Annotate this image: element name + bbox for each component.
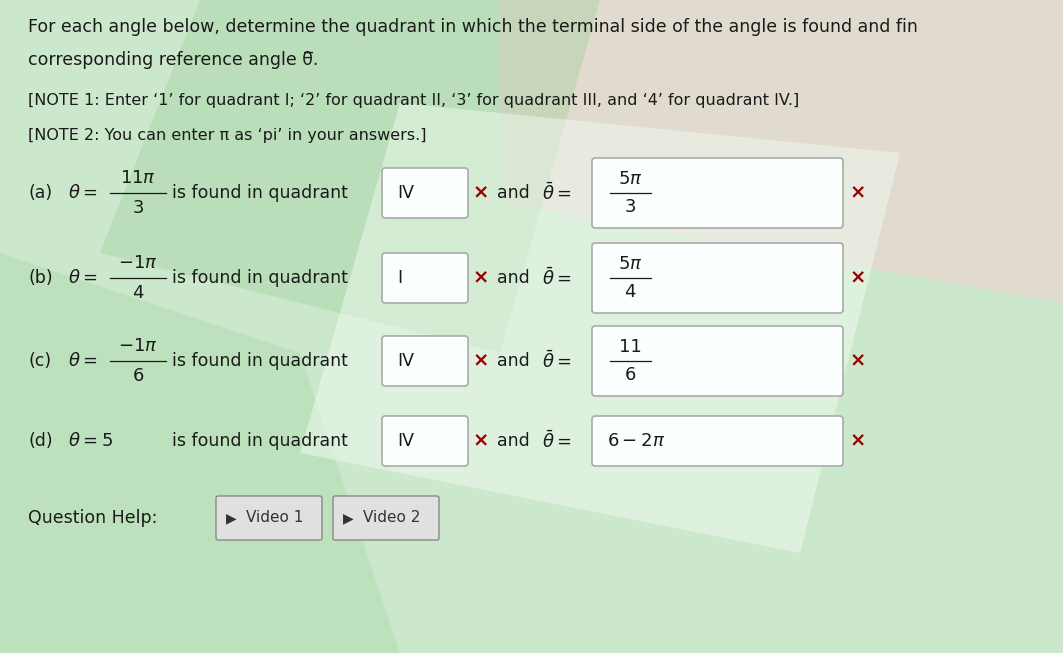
Text: IV: IV	[396, 352, 414, 370]
FancyBboxPatch shape	[592, 326, 843, 396]
Text: is found in quadrant: is found in quadrant	[172, 352, 348, 370]
Text: ▶: ▶	[226, 511, 237, 525]
Text: (a): (a)	[28, 184, 52, 202]
Text: IV: IV	[396, 184, 414, 202]
Text: $5\pi$: $5\pi$	[618, 255, 642, 273]
Text: Video 2: Video 2	[362, 511, 420, 526]
Text: $\mathbf{\times}$: $\mathbf{\times}$	[849, 351, 865, 370]
Text: $\mathbf{\times}$: $\mathbf{\times}$	[472, 432, 488, 451]
Text: $\mathbf{\times}$: $\mathbf{\times}$	[849, 268, 865, 287]
Text: $\theta = 5$: $\theta = 5$	[68, 432, 113, 450]
Text: and: and	[497, 269, 529, 287]
Text: $\bar{\theta} =$: $\bar{\theta} =$	[542, 430, 572, 452]
Text: (d): (d)	[28, 432, 53, 450]
Text: IV: IV	[396, 432, 414, 450]
FancyBboxPatch shape	[592, 158, 843, 228]
Polygon shape	[300, 103, 900, 553]
FancyBboxPatch shape	[382, 336, 468, 386]
Text: $\mathbf{\times}$: $\mathbf{\times}$	[472, 351, 488, 370]
FancyBboxPatch shape	[333, 496, 439, 540]
Text: $\theta =$: $\theta =$	[68, 352, 98, 370]
FancyBboxPatch shape	[382, 416, 468, 466]
FancyBboxPatch shape	[382, 253, 468, 303]
Text: and: and	[497, 432, 529, 450]
Text: 4: 4	[132, 284, 144, 302]
Text: $\theta =$: $\theta =$	[68, 269, 98, 287]
Text: corresponding reference angle θ̅.: corresponding reference angle θ̅.	[28, 51, 319, 69]
Polygon shape	[500, 0, 1063, 303]
Text: $\mathbf{\times}$: $\mathbf{\times}$	[472, 183, 488, 202]
Text: Question Help:: Question Help:	[28, 509, 157, 527]
Text: $\theta =$: $\theta =$	[68, 184, 98, 202]
Text: $\mathbf{\times}$: $\mathbf{\times}$	[849, 183, 865, 202]
Text: Video 1: Video 1	[246, 511, 303, 526]
Text: [NOTE 2: You can enter π as ‘pi’ in your answers.]: [NOTE 2: You can enter π as ‘pi’ in your…	[28, 128, 426, 143]
Text: $\bar{\theta} =$: $\bar{\theta} =$	[542, 267, 572, 289]
FancyBboxPatch shape	[592, 416, 843, 466]
Text: $5\pi$: $5\pi$	[618, 170, 642, 188]
Text: is found in quadrant: is found in quadrant	[172, 269, 348, 287]
Text: ▶: ▶	[343, 511, 354, 525]
Text: is found in quadrant: is found in quadrant	[172, 184, 348, 202]
Text: 3: 3	[132, 199, 144, 217]
FancyBboxPatch shape	[592, 243, 843, 313]
Text: 6: 6	[132, 367, 144, 385]
Text: $\mathbf{\times}$: $\mathbf{\times}$	[849, 432, 865, 451]
Polygon shape	[100, 0, 600, 353]
Text: For each angle below, determine the quadrant in which the terminal side of the a: For each angle below, determine the quad…	[28, 18, 917, 36]
Text: I: I	[396, 269, 402, 287]
Text: and: and	[497, 352, 529, 370]
Text: 3: 3	[624, 198, 636, 216]
FancyBboxPatch shape	[382, 168, 468, 218]
Text: and: and	[497, 184, 529, 202]
Text: (b): (b)	[28, 269, 53, 287]
Text: 4: 4	[624, 283, 636, 301]
FancyBboxPatch shape	[216, 496, 322, 540]
Text: (c): (c)	[28, 352, 51, 370]
Text: $-1\pi$: $-1\pi$	[118, 254, 157, 272]
Text: is found in quadrant: is found in quadrant	[172, 432, 348, 450]
Text: 6: 6	[624, 366, 636, 384]
Text: $\bar{\theta} =$: $\bar{\theta} =$	[542, 350, 572, 372]
Text: $11\pi$: $11\pi$	[120, 169, 156, 187]
Text: [NOTE 1: Enter ‘1’ for quadrant I; ‘2’ for quadrant II, ‘3’ for quadrant III, an: [NOTE 1: Enter ‘1’ for quadrant I; ‘2’ f…	[28, 93, 799, 108]
Text: $6 - 2\pi$: $6 - 2\pi$	[607, 432, 665, 450]
Text: 11: 11	[619, 338, 641, 356]
Text: $\bar{\theta} =$: $\bar{\theta} =$	[542, 182, 572, 204]
Text: $\mathbf{\times}$: $\mathbf{\times}$	[472, 268, 488, 287]
Polygon shape	[0, 253, 400, 653]
Text: $-1\pi$: $-1\pi$	[118, 337, 157, 355]
